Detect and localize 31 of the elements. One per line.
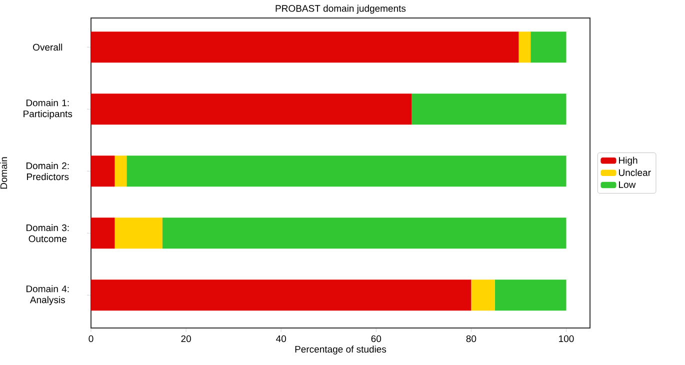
bar [114, 156, 127, 187]
chart-title: PROBAST domain judgements [276, 4, 406, 14]
legend-label: High [619, 156, 638, 166]
legend-label: Unclear [618, 169, 651, 176]
bar [471, 280, 495, 311]
y-tick-label: Domain 2: Predictors [26, 162, 69, 180]
bar [91, 218, 115, 249]
y-tick-label: Domain 1: Participants [24, 99, 72, 120]
x-tick-label: 60 [371, 335, 382, 342]
bar [162, 218, 566, 249]
y-tick-label: Domain 3: Outcome [26, 224, 69, 242]
x-tick-label: 80 [466, 335, 476, 342]
bar [412, 94, 566, 125]
x-tick-label: 0 [88, 335, 94, 342]
legend-label: Low [619, 181, 636, 188]
bar [91, 156, 115, 187]
bar [91, 280, 472, 311]
y-tick-label: Overall [33, 44, 62, 51]
x-tick-label: 20 [181, 335, 191, 342]
bar [91, 32, 519, 63]
y-tick-label: Domain 4: Analysis [26, 285, 69, 306]
bar [530, 32, 566, 63]
bar [518, 32, 531, 63]
bar [126, 156, 566, 187]
y-axis-title: Domain [0, 157, 8, 189]
bar [91, 94, 412, 125]
bar [114, 218, 162, 249]
x-tick-label: 100 [559, 335, 574, 342]
x-axis-title: Percentage of studies [295, 346, 386, 354]
bar [494, 280, 566, 311]
x-tick-label: 40 [276, 335, 286, 342]
